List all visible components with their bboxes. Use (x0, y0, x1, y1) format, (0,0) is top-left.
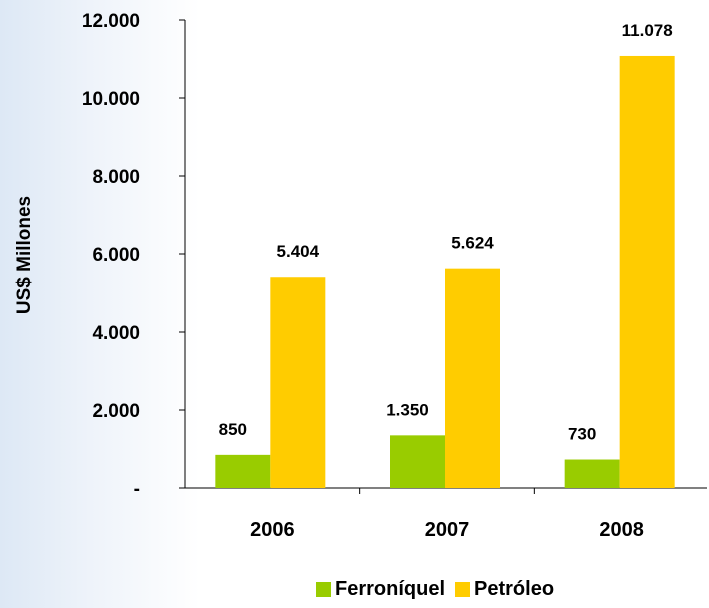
y-tick-label: 6.000 (92, 245, 140, 266)
x-tick-label: 2006 (250, 519, 295, 541)
data-label: 5.404 (277, 242, 320, 261)
legend-swatch-ferroniquel (316, 581, 331, 597)
x-tick-label: 2008 (599, 519, 644, 541)
bar-ferroníquel-2006 (215, 454, 271, 488)
data-label: 11.078 (622, 21, 673, 40)
legend-item-ferroniquel: Ferroníquel (316, 578, 445, 601)
y-tick-label: 12.000 (82, 11, 140, 32)
data-label: 5.624 (451, 234, 494, 253)
y-tick-label: 10.000 (82, 89, 140, 110)
data-label: 1.350 (386, 400, 429, 419)
bar-ferroníquel-2007 (390, 435, 445, 488)
data-labels: 850 5.404 1.350 5.624 730 11.078 (219, 21, 673, 444)
bars (215, 55, 675, 488)
axes: - 2.000 4.000 6.000 8.000 10.000 12.000 2006 200… (82, 11, 707, 541)
bar-petróleo-2008 (619, 55, 675, 488)
x-tick-label: 2007 (425, 519, 470, 541)
legend: Ferroníquel Petróleo (316, 577, 560, 601)
y-tick-label: 8.000 (92, 167, 140, 188)
y-tick-label: 4.000 (92, 323, 140, 344)
legend-label-petroleo: Petróleo (474, 577, 555, 600)
y-axis-label: US$ Millones (14, 196, 35, 314)
legend-label-ferroniquel: Ferroníquel (335, 577, 446, 600)
bar-petróleo-2006 (270, 277, 326, 488)
y-tick-label: 2.000 (92, 401, 140, 422)
data-label: 730 (568, 425, 596, 444)
data-label: 850 (219, 420, 247, 439)
legend-swatch-petroleo (455, 581, 471, 597)
legend-item-petroleo: Petróleo (455, 578, 554, 601)
bar-petróleo-2007 (445, 268, 500, 488)
bar-ferroníquel-2008 (564, 459, 620, 488)
y-tick-label: - (134, 479, 140, 500)
